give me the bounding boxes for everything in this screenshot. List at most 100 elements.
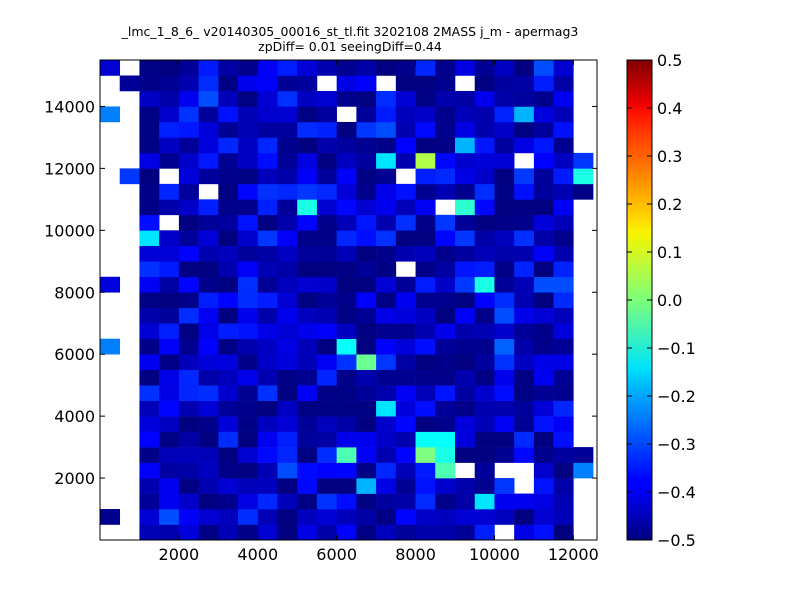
heatmap-cell: [474, 385, 495, 401]
heatmap-cell: [336, 90, 357, 107]
heatmap-cell: [198, 245, 219, 262]
heatmap-cell: [494, 447, 515, 463]
heatmap-cell: [553, 354, 574, 370]
heatmap-cell: [553, 447, 574, 463]
heatmap-cell: [376, 323, 397, 340]
heatmap-cell: [100, 106, 121, 123]
heatmap-cell: [257, 524, 278, 541]
heatmap-cell: [238, 307, 259, 324]
heatmap-cell: [455, 106, 476, 123]
heatmap-cell: [257, 230, 278, 247]
heatmap-cell: [277, 261, 298, 278]
plot-frame: [99, 59, 598, 541]
heatmap-cell: [356, 462, 377, 479]
heatmap-cell: [494, 214, 515, 231]
heatmap-cell: [573, 152, 594, 169]
heatmap-cell: [533, 137, 554, 154]
heatmap-cell: [494, 230, 515, 247]
heatmap-cell: [336, 478, 357, 494]
heatmap-cell: [297, 106, 318, 123]
heatmap-cell: [376, 524, 397, 541]
heatmap-cell: [553, 230, 574, 247]
heatmap-cell: [139, 447, 160, 463]
heatmap-cell: [553, 199, 574, 216]
heatmap-cell: [376, 60, 397, 76]
heatmap-cell: [139, 400, 160, 417]
heatmap-cell: [238, 183, 259, 200]
heatmap-cell: [435, 261, 456, 278]
heatmap-cell: [159, 323, 180, 340]
heatmap-cell: [553, 400, 574, 417]
heatmap-cell: [415, 509, 436, 525]
heatmap-cell: [159, 447, 180, 463]
heatmap-cell: [474, 524, 495, 541]
heatmap-cell: [455, 214, 476, 231]
heatmap-cell: [376, 137, 397, 154]
colorbar-tick-label: −0.3: [657, 435, 696, 454]
heatmap-cell: [218, 369, 239, 386]
heatmap-cell: [435, 338, 456, 355]
heatmap-cell: [257, 121, 278, 138]
heatmap-cell: [277, 307, 298, 324]
heatmap-cell: [336, 183, 357, 200]
heatmap-cell: [474, 199, 495, 216]
heatmap-cell: [198, 416, 219, 432]
heatmap-cell: [297, 75, 318, 92]
heatmap-cell: [218, 261, 239, 278]
heatmap-cell: [455, 354, 476, 370]
heatmap-cell: [455, 261, 476, 278]
heatmap-cell: [297, 60, 318, 76]
heatmap-cell: [376, 106, 397, 123]
heatmap-cell: [356, 121, 377, 138]
heatmap-cell: [474, 106, 495, 123]
heatmap-cell: [316, 354, 337, 370]
heatmap-cell: [395, 75, 416, 92]
heatmap-cell: [336, 292, 357, 309]
heatmap-cell: [297, 90, 318, 107]
heatmap-cell: [356, 183, 377, 200]
heatmap-cell: [376, 152, 397, 169]
heatmap-cell: [435, 447, 456, 463]
heatmap-cell: [494, 323, 515, 340]
heatmap-cell: [474, 400, 495, 417]
heatmap-cell: [514, 307, 535, 324]
heatmap-cell: [376, 276, 397, 293]
heatmap-cell: [159, 137, 180, 154]
heatmap-cell: [316, 462, 337, 479]
heatmap-cell: [514, 230, 535, 247]
heatmap-cell: [395, 369, 416, 386]
heatmap-cell: [277, 369, 298, 386]
y-tick-label: 14000: [44, 97, 95, 116]
heatmap-cell: [198, 493, 219, 510]
heatmap-cell: [395, 60, 416, 76]
heatmap-cell: [198, 199, 219, 216]
heatmap-cell: [198, 261, 219, 278]
heatmap-cell: [218, 509, 239, 525]
heatmap-cell: [257, 261, 278, 278]
heatmap-cell: [238, 369, 259, 386]
heatmap-cell: [257, 183, 278, 200]
heatmap-cell: [297, 524, 318, 541]
heatmap-cell: [297, 199, 318, 216]
heatmap-cell: [159, 230, 180, 247]
heatmap-cell: [178, 168, 199, 185]
heatmap-cell: [376, 400, 397, 417]
heatmap-cell: [533, 416, 554, 432]
heatmap-cell: [178, 230, 199, 247]
heatmap-cell: [198, 152, 219, 169]
heatmap-cell: [257, 385, 278, 401]
heatmap-cell: [198, 447, 219, 463]
y-tick-label: 6000: [54, 345, 95, 364]
heatmap-cell: [238, 106, 259, 123]
heatmap-cell: [415, 121, 436, 138]
heatmap-cell: [238, 385, 259, 401]
heatmap-cell: [297, 431, 318, 448]
heatmap-cell: [277, 509, 298, 525]
heatmap-cell: [514, 369, 535, 386]
heatmap-cell: [514, 60, 535, 76]
heatmap-cell: [316, 137, 337, 154]
heatmap-cell: [356, 493, 377, 510]
heatmap-cell: [553, 369, 574, 386]
colorbar-tick-label: −0.1: [657, 339, 696, 358]
heatmap-cell: [474, 462, 495, 479]
